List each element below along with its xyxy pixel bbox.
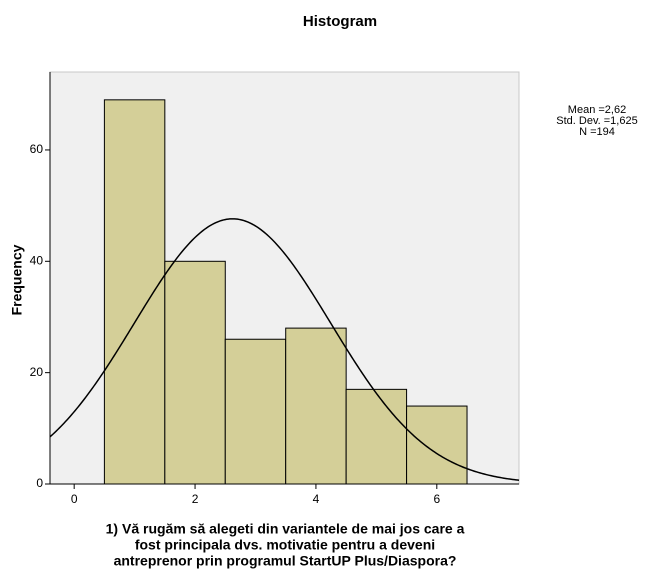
chart-title: Histogram <box>303 13 377 30</box>
bar <box>224 338 287 485</box>
x-axis-label: 1) Vă rugăm să alegeti din variantele de… <box>106 521 465 537</box>
bar <box>285 327 347 485</box>
x-tick-label: 4 <box>313 492 320 506</box>
bar <box>164 260 226 485</box>
y-tick-label: 60 <box>30 142 44 156</box>
y-tick-label: 20 <box>30 365 44 379</box>
stats-label: N =194 <box>579 126 615 138</box>
stats-label: Std. Dev. =1,625 <box>556 115 637 127</box>
x-tick-label: 6 <box>433 492 440 506</box>
x-axis-label: fost principala dvs. motivatie pentru a … <box>135 537 435 553</box>
x-axis-label: antreprenor prin programul StartUP Plus/… <box>114 553 457 569</box>
bar <box>406 405 468 485</box>
stats-label: Mean =2,62 <box>568 104 626 116</box>
y-tick-label: 0 <box>36 476 43 490</box>
bar <box>103 99 166 485</box>
y-tick-label: 40 <box>30 253 44 267</box>
x-tick-label: 0 <box>71 492 78 506</box>
y-axis-label: Frequency <box>9 244 25 315</box>
bar <box>345 388 408 485</box>
x-tick-label: 2 <box>192 492 199 506</box>
normal-curve <box>49 218 520 481</box>
